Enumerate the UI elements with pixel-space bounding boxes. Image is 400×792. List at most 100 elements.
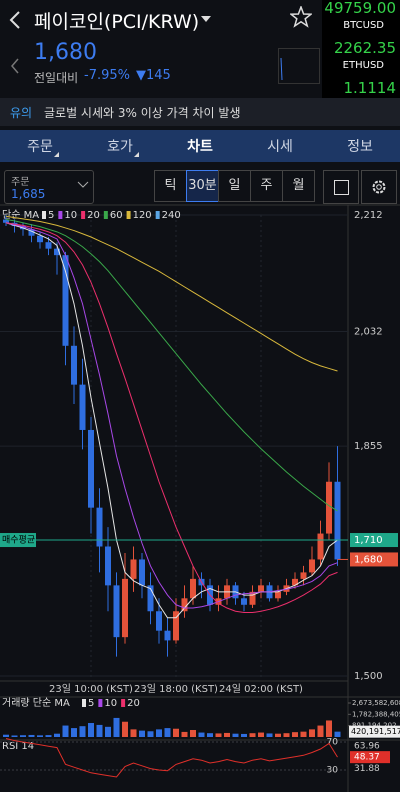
candle-body xyxy=(28,229,35,236)
volume-bar xyxy=(241,733,247,737)
favorite-star[interactable] xyxy=(290,6,312,28)
panel-title: RSI 14 xyxy=(2,741,34,752)
candle-body xyxy=(37,235,43,243)
y-tick-label: 70 xyxy=(327,738,339,748)
tab[interactable]: 정보 xyxy=(347,139,373,155)
candle-body xyxy=(122,578,128,638)
volume-last-box xyxy=(349,725,400,738)
legend-label: 240 xyxy=(162,210,181,221)
change-percent: -7.95% xyxy=(84,68,130,83)
candle-body xyxy=(181,598,188,612)
change-amount: ▼145 xyxy=(136,68,171,83)
notice-bar: 유의 글로벌 시세와 3% 이상 가격 차이 발생 xyxy=(0,98,400,126)
volume-bar xyxy=(283,733,290,737)
y-tick-label: 2,673,582,608 xyxy=(352,699,400,707)
ticker-value: 2262.35 xyxy=(333,39,396,57)
legend-swatch xyxy=(126,211,131,219)
legend-swatch xyxy=(42,211,46,219)
volume-bar xyxy=(232,733,239,737)
volume-bar xyxy=(300,731,307,737)
volume-bar xyxy=(11,735,18,737)
volume-bar xyxy=(79,726,86,737)
tab[interactable]: 호가 xyxy=(107,139,133,155)
legend-label: 60 xyxy=(110,210,123,221)
prev-arrow[interactable] xyxy=(10,58,20,74)
dropdown-icon[interactable] xyxy=(200,14,212,24)
candle-body xyxy=(241,598,247,605)
volume-bar xyxy=(62,725,69,737)
volume-bar xyxy=(215,733,222,737)
volume-last-label: 420,191,517 xyxy=(351,727,400,736)
period-button[interactable]: 월 xyxy=(282,170,315,202)
x-tick-label: 23일 18:00 (KST) xyxy=(134,683,218,695)
legend-label: 5 xyxy=(48,210,54,221)
volume-bar xyxy=(156,729,162,737)
y-tick-label: 30 xyxy=(327,766,339,776)
tab[interactable]: 차트 xyxy=(187,139,213,155)
volume-bar xyxy=(105,726,111,737)
y-tick-label: 1,500 xyxy=(354,671,383,682)
volume-bar xyxy=(130,729,137,737)
order-price-box[interactable]: 주문 1,685 xyxy=(4,170,94,204)
candle-body xyxy=(249,591,256,605)
candle-body xyxy=(292,578,298,586)
tab-bar: 주문 호가 차트 시세 정보 xyxy=(0,130,400,162)
legend-label: 10 xyxy=(64,210,77,221)
change-label: 전일대비 xyxy=(34,71,79,85)
y-tick-label: 2,212 xyxy=(354,210,383,221)
tab[interactable]: 주문 xyxy=(27,139,53,155)
candle-body xyxy=(45,242,52,249)
avg-price-box xyxy=(350,533,398,548)
tab-menu-indicator xyxy=(54,152,59,157)
back-button[interactable] xyxy=(8,10,22,30)
candle-body xyxy=(173,611,179,641)
candle-body xyxy=(190,578,196,599)
ticker-value: 49759.00 xyxy=(324,0,396,17)
y-tick-label: 1,782,388,405 xyxy=(352,710,400,718)
avg-price-label: 매수평균 xyxy=(2,535,35,546)
period-selector: 틱 30분 일 주 월 xyxy=(154,170,315,202)
coin-title[interactable]: 페이코인(PCI/KRW) xyxy=(34,11,200,33)
rsi-last-label: 48.37 xyxy=(354,753,380,763)
avg-price-tag xyxy=(0,533,36,548)
volume-bar xyxy=(96,724,103,737)
candle-body xyxy=(309,559,315,573)
candle-body xyxy=(317,533,324,560)
ticker-value: 1.1114 xyxy=(343,79,397,97)
volume-bar xyxy=(164,728,171,737)
volume-bar xyxy=(190,730,196,737)
candle-body xyxy=(147,585,154,612)
ma-line xyxy=(5,215,338,372)
volume-bar xyxy=(122,721,128,737)
last-price-box xyxy=(350,552,398,567)
settings-button[interactable] xyxy=(361,170,397,204)
legend-swatch xyxy=(98,699,103,707)
layout-button[interactable] xyxy=(323,170,359,204)
candle-body xyxy=(326,481,332,534)
legend-swatch xyxy=(58,211,63,219)
notice-tag: 유의 xyxy=(10,106,33,120)
legend-title: 단순 MA xyxy=(2,209,39,221)
tab[interactable]: 시세 xyxy=(267,139,293,155)
candle-body xyxy=(62,255,69,346)
legend-label: 20 xyxy=(127,698,140,709)
volume-bar xyxy=(326,720,332,737)
x-tick-label: 24일 02:00 (KST) xyxy=(219,683,303,695)
legend-label: 120 xyxy=(133,210,152,221)
ma-line xyxy=(5,222,338,609)
legend-swatch xyxy=(81,211,86,219)
volume-bar xyxy=(334,731,341,737)
dropdown-icon xyxy=(77,181,89,188)
volume-bar xyxy=(45,735,52,737)
volume-bar xyxy=(71,728,77,737)
rsi-level-label: 63.96 xyxy=(354,742,380,752)
period-button[interactable]: 30분 xyxy=(186,170,219,202)
candle-body xyxy=(71,345,77,385)
volume-bar xyxy=(207,733,213,737)
legend-label: 5 xyxy=(88,698,94,709)
legend-swatch xyxy=(103,211,108,219)
y-tick-label: 2,032 xyxy=(354,327,383,338)
mini-chart xyxy=(278,48,320,84)
candle-body xyxy=(105,546,111,586)
